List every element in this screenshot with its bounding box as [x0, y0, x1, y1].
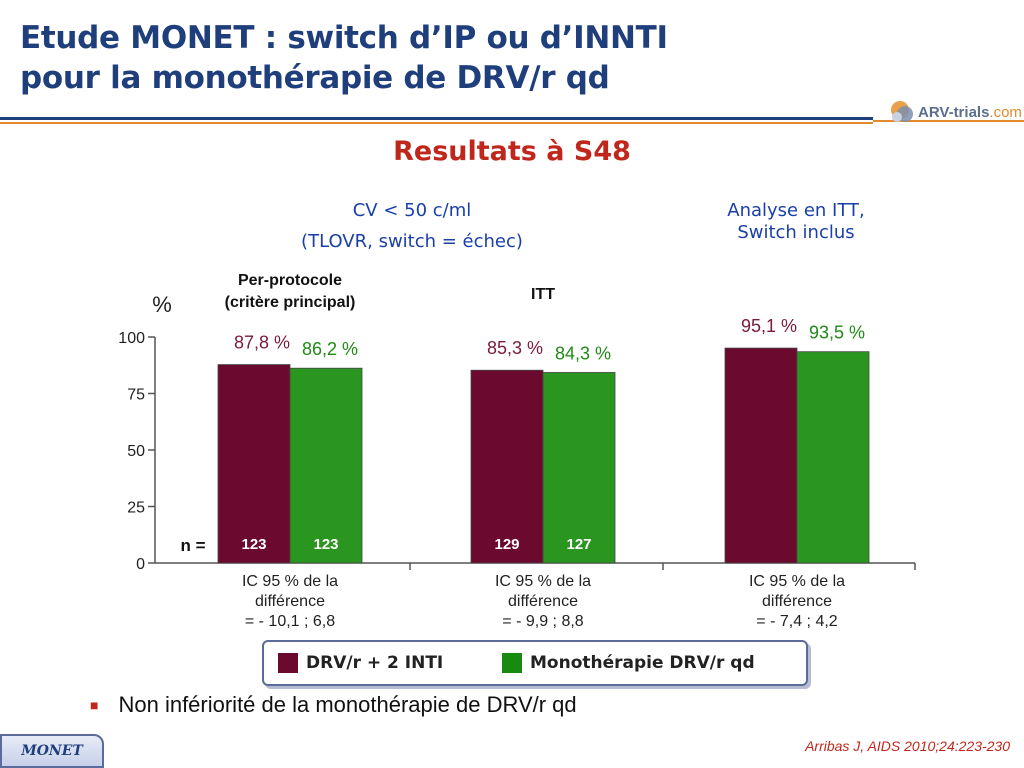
bar-value-label: 85,3 % [487, 338, 543, 358]
bar-drv-inti [470, 369, 544, 564]
arv-trials-logo-icon [891, 101, 913, 122]
ci-label: différence [508, 593, 578, 610]
n-label: n = [180, 536, 205, 555]
citation: Arribas J, AIDS 2010;24:223-230 [805, 738, 1010, 754]
bar-drv-inti [724, 347, 798, 564]
logo-suffix: .com [989, 104, 1022, 121]
ci-label: IC 95 % de la [242, 573, 338, 590]
n-value-label: 123 [241, 536, 266, 553]
ci-label: différence [762, 593, 832, 610]
study-badge: MONET [0, 734, 104, 768]
y-tick-label: 25 [127, 500, 145, 517]
chart-legend: DRV/r + 2 INTI Monothérapie DRV/r qd [262, 640, 808, 686]
legend-label-monotherapie: Monothérapie DRV/r qd [530, 653, 755, 673]
bullet-square-icon: ■ [90, 697, 99, 713]
results-subtitle: Resultats à S48 [393, 136, 631, 167]
title-rule-right [873, 120, 1024, 122]
group-label: Per-protocole [238, 272, 342, 289]
arv-trials-logo-text: ARV-trials.com [918, 104, 1022, 121]
bar-value-label: 84,3 % [555, 343, 611, 363]
group-label-sub: (critère principal) [225, 294, 356, 311]
itt-switch-annotation: Analyse en ITT, Switch inclus [676, 200, 916, 244]
title-line-1: Etude MONET : switch d’IP ou d’INNTI [20, 20, 668, 56]
cv-annotation: CV < 50 c/ml (TLOVR, switch = échec) [262, 197, 562, 256]
legend-swatch-drv-inti [278, 653, 298, 673]
conclusion-text: Non infériorité de la monothérapie de DR… [118, 692, 577, 717]
bar-value-label: 87,8 % [234, 333, 290, 353]
bar-monotherapie [289, 367, 363, 564]
y-tick-label: 0 [136, 556, 145, 573]
cv-line-1: CV < 50 c/ml [352, 200, 472, 221]
y-tick-label: 75 [127, 387, 145, 404]
y-tick-label: 100 [118, 330, 145, 347]
page-title: Etude MONET : switch d’IP ou d’INNTI pou… [20, 18, 840, 98]
ci-label: = - 7,4 ; 4,2 [756, 613, 837, 630]
conclusion-bullet: ■ Non infériorité de la monothérapie de … [90, 692, 577, 718]
bar-drv-inti [217, 364, 291, 564]
itt-switch-line-2: Switch inclus [737, 222, 855, 243]
ci-label: = - 9,9 ; 8,8 [502, 613, 583, 630]
n-value-label: 127 [566, 536, 591, 553]
title-line-2: pour la monothérapie de DRV/r qd [20, 60, 610, 96]
y-tick-label: 50 [127, 443, 145, 460]
group-label: ITT [531, 286, 555, 303]
legend-label-drv-inti: DRV/r + 2 INTI [306, 653, 444, 673]
title-rule-blue [0, 117, 873, 120]
logo-text: ARV-trials [918, 104, 990, 121]
bar-value-label: 86,2 % [302, 339, 358, 359]
ci-label: différence [255, 593, 325, 610]
legend-swatch-monotherapie [502, 653, 522, 673]
legend-item-monotherapie: Monothérapie DRV/r qd [502, 653, 755, 673]
bar-value-label: 93,5 % [809, 323, 865, 343]
bar-monotherapie [542, 372, 616, 564]
y-axis-label: % [152, 292, 172, 317]
bar-value-label: 95,1 % [741, 316, 797, 336]
itt-switch-line-1: Analyse en ITT, [727, 200, 865, 221]
bar-monotherapie [796, 351, 870, 564]
bar-chart: % 0 25 50 75 100 n = Per-protocole (critère prin… [118, 272, 916, 630]
title-rule-orange [0, 122, 873, 124]
n-value-label: 123 [313, 536, 338, 553]
ci-label: = - 10,1 ; 6,8 [245, 613, 335, 630]
ci-label: IC 95 % de la [749, 573, 845, 590]
legend-item-drv-inti: DRV/r + 2 INTI [278, 653, 443, 673]
ci-label: IC 95 % de la [495, 573, 591, 590]
cv-line-2: (TLOVR, switch = échec) [301, 231, 523, 252]
n-value-label: 129 [494, 536, 519, 553]
